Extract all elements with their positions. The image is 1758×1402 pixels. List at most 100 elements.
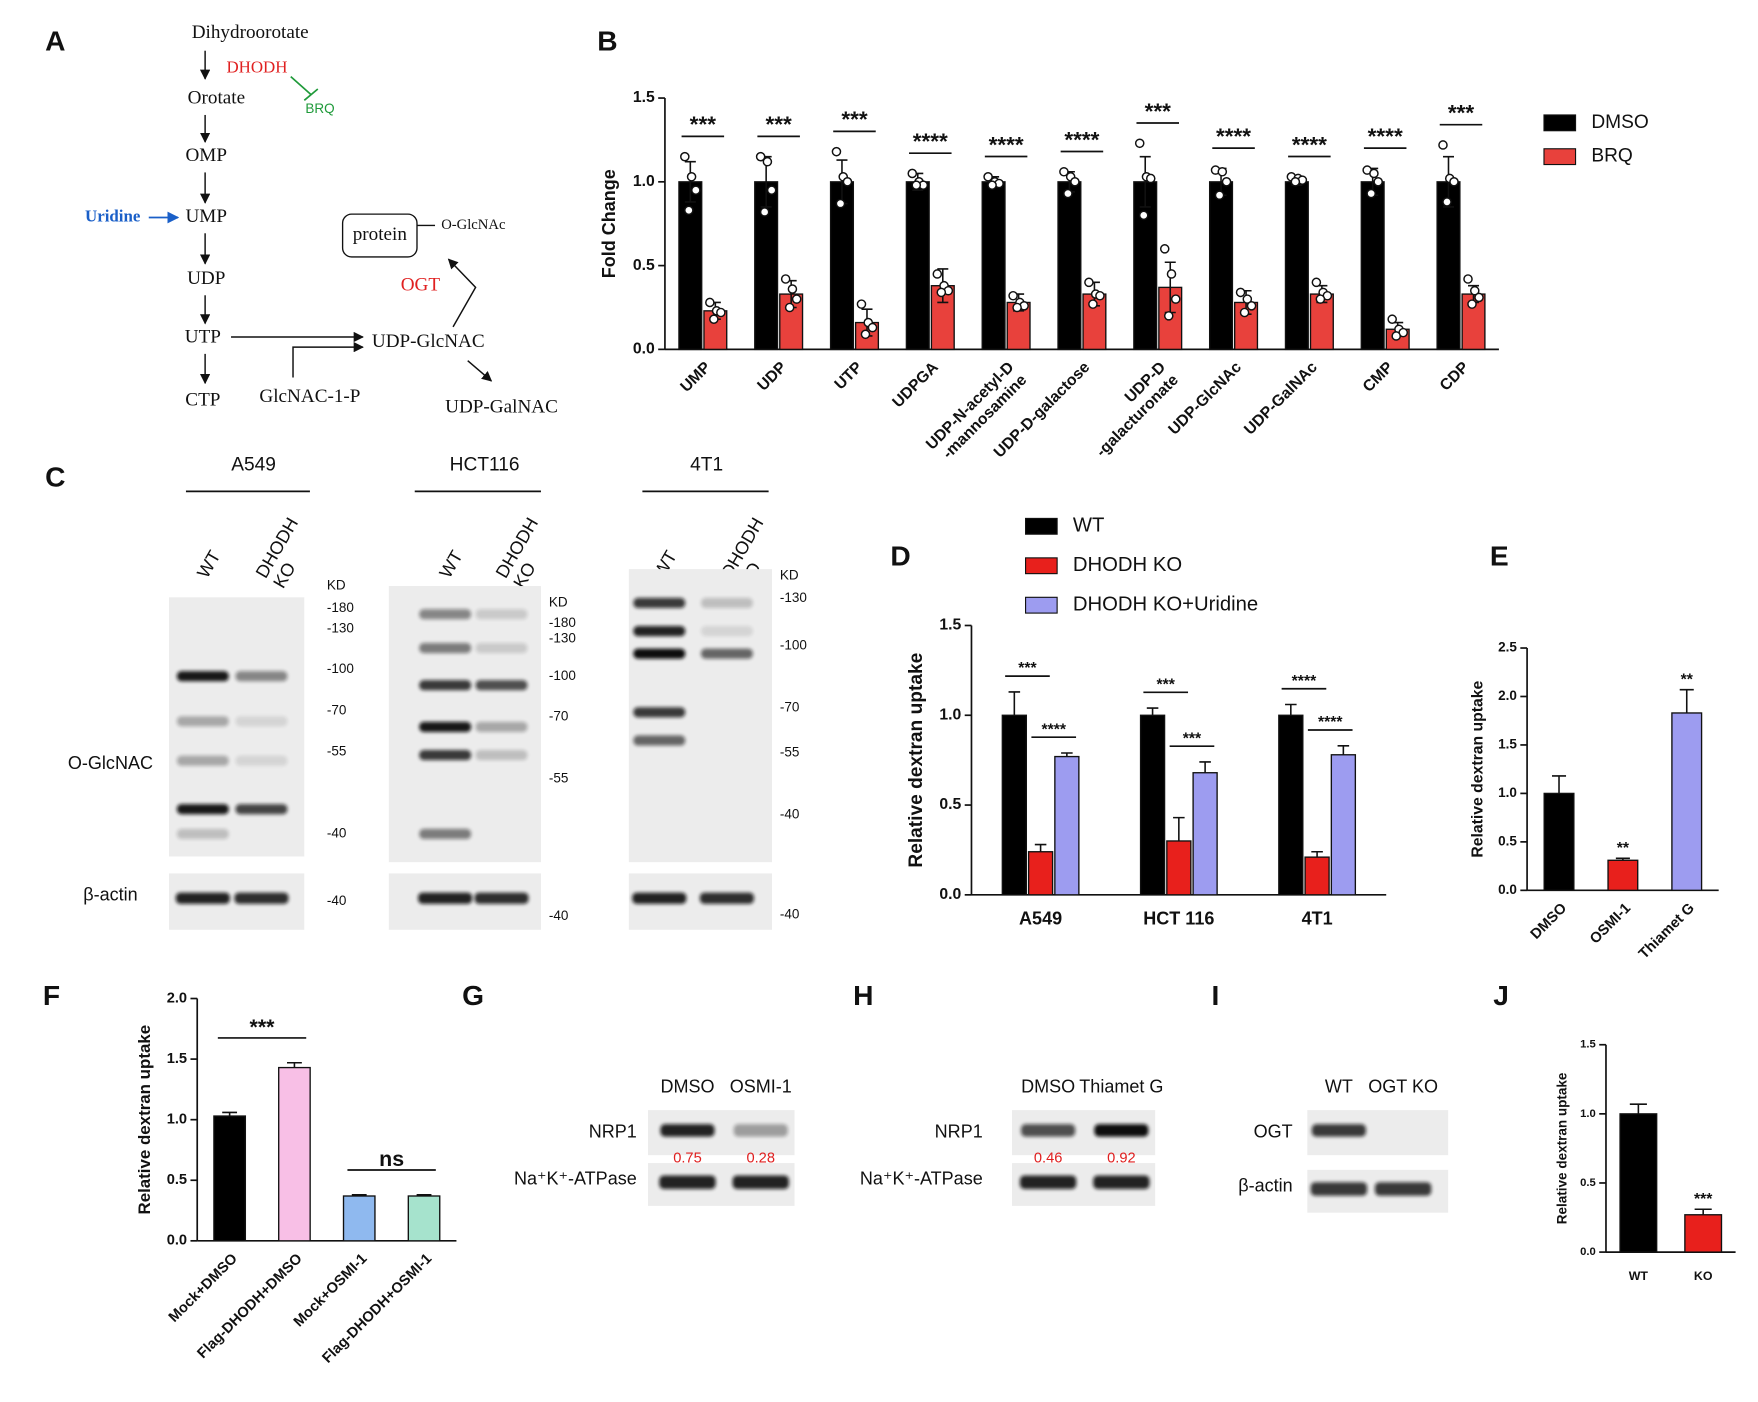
blot-band: [633, 707, 686, 718]
y-tick-label: 2.5: [1498, 640, 1517, 655]
bar: [1671, 712, 1703, 892]
x-tick-label: UDP-GlcNAc: [1165, 359, 1245, 439]
marker-label: -100: [549, 668, 576, 683]
row-label: NRP1: [935, 1121, 983, 1141]
blot-band: [234, 892, 289, 904]
error-bar: [1173, 816, 1185, 841]
data-point: [684, 205, 694, 216]
blot-band: [632, 892, 687, 904]
marker-label: -100: [780, 637, 807, 652]
marker-label: -55: [549, 770, 569, 785]
y-tick-label: 0.5: [167, 1172, 187, 1188]
marker-label: -180: [549, 615, 576, 630]
data-point: [1315, 294, 1326, 304]
significance-label: ***: [841, 107, 868, 132]
marker-label: -40: [549, 908, 569, 923]
blot-band: [633, 626, 686, 637]
data-point: [1469, 285, 1480, 296]
significance-label: ****: [1368, 124, 1403, 149]
y-axis-label: Relative dextran uptake: [135, 1025, 154, 1215]
data-point: [1012, 302, 1022, 313]
row-label: NRP1: [589, 1121, 637, 1141]
bar: [1057, 181, 1082, 351]
data-point: [1246, 301, 1257, 311]
data-point: [860, 329, 871, 340]
node: OMP: [185, 145, 227, 166]
significance-label: ****: [1292, 673, 1317, 690]
x-tick-label: DMSO: [1528, 900, 1570, 942]
legend-label: BRQ: [1591, 146, 1632, 167]
data-point: [1063, 188, 1073, 199]
data-point: [691, 185, 701, 195]
data-point: [1008, 290, 1018, 301]
data-point: [1467, 299, 1477, 309]
bar: [1139, 714, 1166, 896]
bar: [213, 1115, 247, 1242]
data-point: [686, 172, 697, 182]
error-bar: [1551, 775, 1567, 794]
panel-label: J: [1493, 979, 1509, 1011]
inhibition: [290, 76, 319, 101]
marker-label: -130: [780, 590, 807, 605]
x-tick-label: UDP: [755, 359, 791, 395]
blot: [169, 597, 305, 857]
y-tick-label: 1.5: [1498, 737, 1517, 752]
significance-label: ****: [989, 132, 1024, 157]
y-tick-label: 0.5: [1580, 1177, 1596, 1189]
bar: [1284, 181, 1309, 351]
lane-label: WT: [193, 547, 224, 581]
quantification: 0.75: [673, 1150, 702, 1166]
significance-label: ***: [250, 1015, 276, 1039]
blot-band: [419, 750, 472, 761]
data-point: [1134, 138, 1145, 149]
y-tick-label: 0.5: [1498, 833, 1517, 848]
error-bar: [1139, 155, 1151, 208]
significance-label: ****: [1318, 714, 1343, 731]
x-tick-label: WT: [1629, 1269, 1649, 1283]
error-bar: [1615, 857, 1630, 861]
data-point: [1166, 269, 1177, 279]
y-tick-label: 0.0: [167, 1233, 187, 1249]
data-point: [759, 207, 770, 217]
blot-band: [175, 892, 230, 904]
marker-label: -130: [327, 620, 354, 635]
row-label: β-actin: [1238, 1175, 1292, 1195]
marker-label: -55: [327, 743, 347, 758]
y-tick-label: 2.0: [167, 990, 187, 1006]
blot-band: [475, 721, 528, 732]
error-bar: [287, 1061, 302, 1068]
lane-label: OGT KO: [1368, 1076, 1438, 1096]
x-tick-label: CMP: [1360, 359, 1397, 396]
data-point: [1088, 299, 1098, 309]
node: CTP: [185, 390, 220, 411]
bar: [1684, 1214, 1723, 1253]
bar: [278, 1066, 311, 1242]
significance-label: ****: [1064, 127, 1099, 152]
y-tick-label: 0.0: [1498, 882, 1517, 897]
data-point: [856, 299, 867, 309]
x-tick-label: A549: [1019, 908, 1062, 928]
data-point: [1084, 277, 1094, 288]
protein-box: [341, 213, 418, 258]
data-point: [1373, 177, 1383, 187]
node: UTP: [185, 326, 221, 347]
marker-label: -55: [780, 744, 800, 759]
significance-label: ****: [1041, 721, 1066, 738]
lane-label: WT: [1325, 1076, 1353, 1096]
y-tick-label: 1.0: [1498, 785, 1517, 800]
error-bar: [1034, 843, 1047, 852]
significance-label: **: [1681, 671, 1694, 688]
marker-label: -100: [327, 661, 354, 676]
data-point: [1239, 307, 1250, 318]
bar: [1304, 856, 1330, 896]
data-point: [1463, 274, 1473, 284]
blot-band: [1310, 1182, 1368, 1196]
lane-label: OSMI-1: [730, 1076, 792, 1096]
significance-label: ***: [765, 112, 792, 137]
significance-label: ***: [1145, 99, 1172, 124]
arrow: [447, 258, 477, 328]
significance-label: ***: [1157, 676, 1176, 693]
legend-label: WT: [1073, 515, 1105, 537]
y-tick-label: 1.5: [167, 1051, 187, 1067]
cell-line-label: 4T1: [690, 455, 723, 476]
